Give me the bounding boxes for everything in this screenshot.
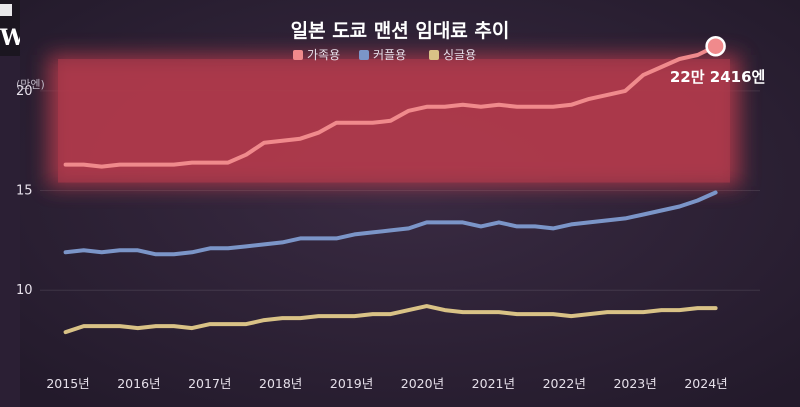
logo-dot-icon [0,4,12,16]
chart-title: 일본 도쿄 맨션 임대료 추이 [291,20,510,42]
end-point-marker [705,35,726,57]
x-tick-label: 2024년 [684,376,727,391]
end-markers [705,35,726,57]
x-tick-label: 2018년 [259,376,302,391]
legend-label: 싱글용 [443,48,476,62]
series-line-0 [63,44,718,169]
value-annotation: 22만 2416엔 [670,68,765,86]
series-line-2 [63,304,718,335]
x-tick-label: 2016년 [117,376,160,391]
legend-label: 가족용 [307,48,340,62]
x-tick-label: 2020년 [401,376,444,391]
x-tick-label: 2019년 [330,376,373,391]
x-tick-label: 2017년 [188,376,231,391]
x-tick-label: 2015년 [46,376,89,391]
legend-swatch [293,50,303,60]
y-tick-label: 20 [16,84,33,99]
y-tick-label: 15 [16,184,33,199]
x-axis-ticks: 2015년 2016년 2017년 2018년 2019년 2020년 2021년 2022년… [46,376,727,391]
series-lines [63,44,718,335]
legend-swatch [359,50,369,60]
series-line-1 [63,190,718,257]
legend: 가족용 커플용 싱글용 [293,48,476,62]
legend-swatch [429,50,439,60]
y-tick-label: 10 [16,283,33,298]
annotations: 22만 2416엔 [670,68,765,86]
legend-label: 커플용 [373,48,406,62]
y-unit-label: (만엔) [16,78,45,91]
x-tick-label: 2022년 [543,376,586,391]
x-tick-label: 2023년 [613,376,656,391]
x-tick-label: 2021년 [472,376,515,391]
y-axis-ticks: 10 15 20 [16,84,33,298]
